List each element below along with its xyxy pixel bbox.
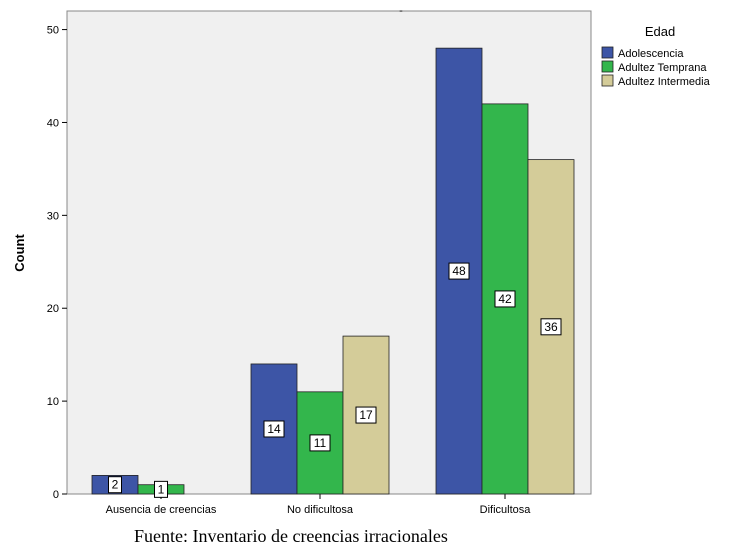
data-label: 42 [498, 292, 512, 306]
legend-label: Adolescencia [618, 48, 684, 60]
x-tick-label: Dificultosa [480, 504, 532, 516]
data-label: 14 [267, 422, 281, 436]
y-axis-title: Count [12, 234, 27, 272]
legend-title: Edad [645, 24, 675, 39]
legend-swatch [601, 46, 614, 59]
data-label: 2 [112, 478, 119, 492]
data-label-box [154, 480, 168, 498]
data-label: 1 [158, 482, 165, 496]
legend-swatch [601, 60, 614, 73]
x-tick-label: No dificultosa [287, 504, 354, 516]
chart-title: - [399, 5, 403, 17]
legend-label: Adultez Temprana [618, 62, 707, 74]
data-label-box [448, 262, 470, 280]
bar-chart: - Count 0 10 20 30 40 50 Ausencia de creencia… [12, 5, 711, 516]
y-tick-label: 10 [47, 396, 59, 408]
data-label: 48 [452, 264, 466, 278]
y-tick-label: 40 [47, 117, 59, 129]
y-tick-label: 20 [47, 303, 59, 315]
legend-swatch [601, 74, 614, 87]
x-axis: Ausencia de creencias No dificultosa Dific… [106, 494, 532, 516]
data-label-box [309, 434, 331, 452]
data-label-box [108, 476, 122, 494]
data-label-box [540, 318, 562, 336]
legend-label: Adultez Intermedia [618, 76, 711, 88]
y-axis: 0 10 20 30 40 50 [47, 25, 67, 501]
bars: 2 1 14 11 17 48 42 36 [91, 47, 575, 498]
y-tick-label: 30 [47, 210, 59, 222]
legend: Edad Adolescencia Adultez Temprana Adultez… [601, 24, 711, 88]
data-label: 17 [359, 408, 373, 422]
data-label-box [263, 420, 285, 438]
x-tick-label: Ausencia de creencias [106, 504, 217, 516]
bar [342, 335, 390, 495]
data-label: 11 [314, 436, 327, 450]
source-note: Fuente: Inventario de creencias irracion… [134, 526, 448, 546]
data-label: 36 [544, 320, 558, 334]
data-label-box [494, 290, 516, 308]
data-label-box [355, 406, 377, 424]
y-tick-label: 50 [47, 25, 59, 37]
y-tick-label: 0 [53, 489, 59, 501]
